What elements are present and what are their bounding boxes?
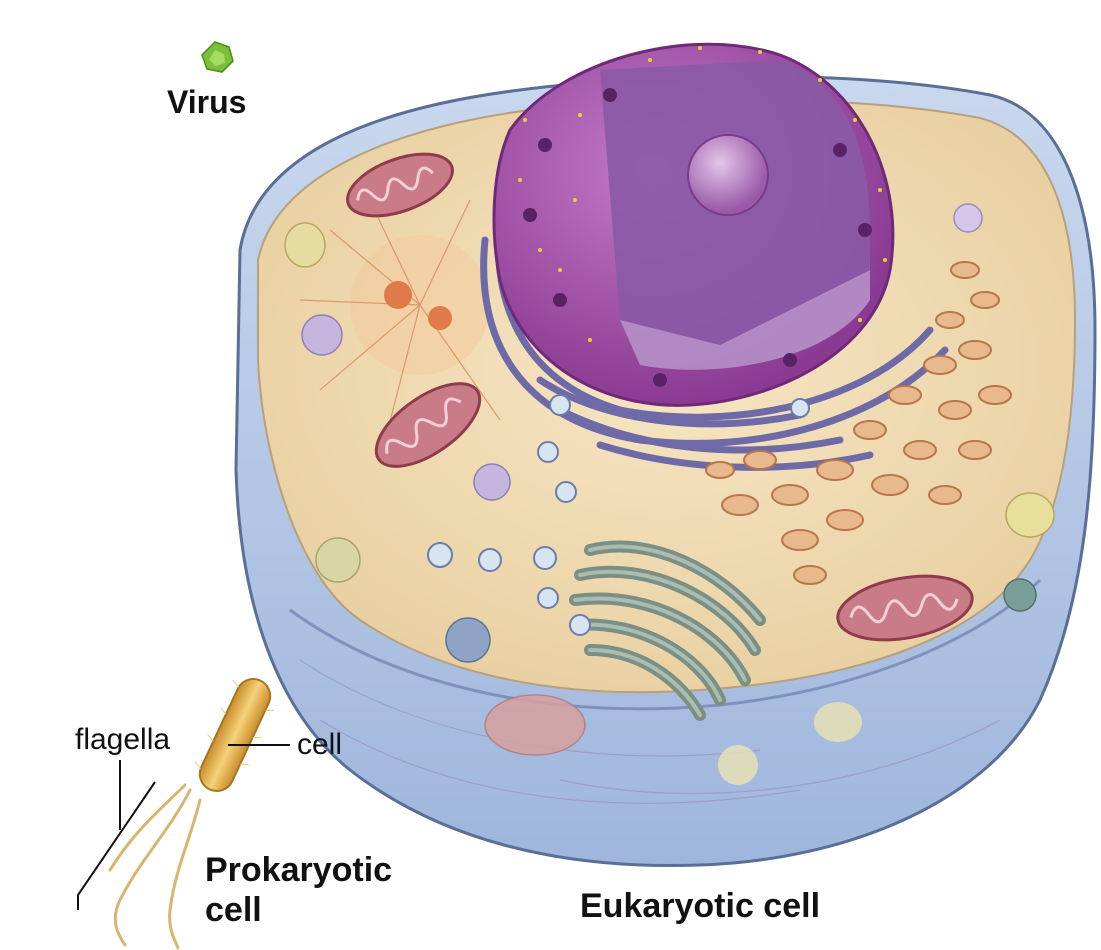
transport-vesicles (427, 394, 810, 636)
vesicles (284, 203, 1055, 785)
cell-label: cell (297, 728, 343, 761)
flagella-label: flagella (75, 723, 171, 756)
nucleus (492, 42, 895, 407)
virus-particle (201, 41, 234, 73)
golgi-apparatus (569, 540, 766, 721)
virus-label: Virus (167, 84, 247, 120)
flagella (108, 783, 202, 950)
eukaryotic-cell-label: Eukaryotic cell (580, 887, 821, 925)
prokaryotic-cell (108, 678, 275, 950)
prokaryotic-cell-label-line1: Prokaryotic (205, 851, 393, 889)
mitochondria (346, 152, 974, 642)
smooth-er (705, 261, 1012, 585)
leader-lines (77, 744, 290, 910)
centrosome (299, 179, 501, 461)
prokaryotic-cell-label-line2: cell (205, 891, 262, 929)
